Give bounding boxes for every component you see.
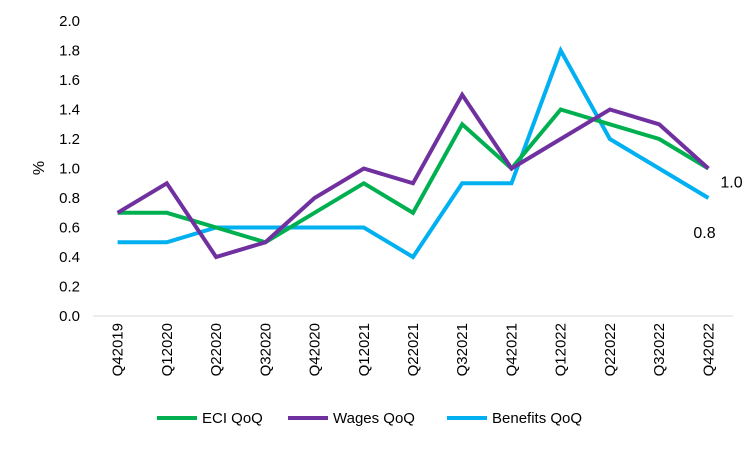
x-tick-label: Q42020 bbox=[307, 323, 324, 376]
y-tick-label: 1.6 bbox=[59, 72, 80, 89]
series-layer bbox=[116, 45, 710, 260]
series-line-eci-qoq bbox=[117, 107, 710, 245]
legend-item: Benefits QoQ bbox=[447, 410, 582, 427]
y-tick-label: 1.2 bbox=[59, 131, 80, 148]
y-tick-label: 0.6 bbox=[59, 220, 80, 237]
y-tick-label: 1.8 bbox=[59, 43, 80, 60]
legend-label: ECI QoQ bbox=[202, 410, 263, 427]
data-label-benefits-last: 0.8 bbox=[693, 225, 715, 242]
x-tick-label: Q32020 bbox=[257, 323, 274, 376]
x-tick-label: Q12020 bbox=[159, 323, 176, 376]
x-tick-label: Q12021 bbox=[356, 323, 373, 376]
x-tick-label: Q42022 bbox=[700, 323, 717, 376]
x-tick-label: Q42019 bbox=[110, 323, 127, 376]
series-line-wages-qoq bbox=[116, 90, 710, 260]
legend-label: Wages QoQ bbox=[333, 410, 415, 427]
x-tick-label: Q32021 bbox=[454, 323, 471, 376]
x-tick-label: Q22020 bbox=[208, 323, 225, 376]
x-tick-label: Q32022 bbox=[651, 323, 668, 376]
x-tick-label: Q42021 bbox=[503, 323, 520, 376]
x-axis: Q42019 Q12020 Q22020 Q32020 Q42020 Q12021 Q220… bbox=[93, 315, 733, 376]
y-axis: 0.0 0.2 0.4 0.6 0.8 1.0 1.2 1.4 1.6 1.8 2.0 bbox=[59, 13, 80, 325]
data-label-wages-last: 1.0 bbox=[720, 175, 742, 192]
x-tick-label: Q22021 bbox=[405, 323, 422, 376]
y-tick-label: 2.0 bbox=[59, 13, 80, 30]
y-tick-label: 1.4 bbox=[59, 102, 80, 119]
y-axis-title: % bbox=[31, 161, 48, 175]
legend: ECI QoQ Wages QoQ Benefits QoQ bbox=[157, 410, 582, 427]
x-tick-label: Q12022 bbox=[553, 323, 570, 376]
legend-label: Benefits QoQ bbox=[492, 410, 582, 427]
y-tick-label: 0.8 bbox=[59, 190, 80, 207]
legend-item: Wages QoQ bbox=[288, 410, 415, 427]
y-tick-label: 0.4 bbox=[59, 249, 80, 266]
legend-item: ECI QoQ bbox=[157, 410, 263, 427]
x-tick-label: Q22022 bbox=[602, 323, 619, 376]
y-tick-label: 0.0 bbox=[59, 308, 80, 325]
y-tick-label: 0.2 bbox=[59, 279, 80, 296]
y-tick-label: 1.0 bbox=[59, 161, 80, 178]
